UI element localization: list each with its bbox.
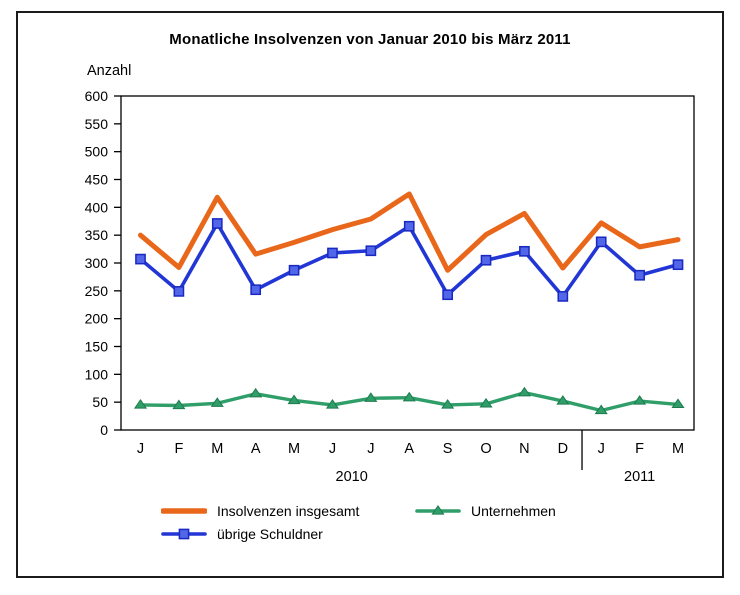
square-marker: [211, 218, 223, 229]
square-marker: [178, 528, 190, 540]
series-line-0: [138, 191, 681, 273]
y-tick-label: 500: [85, 144, 109, 160]
legend-item-unternehmen: Unternehmen: [415, 503, 556, 519]
y-tick-label: 250: [85, 283, 109, 299]
triangle-marker: [556, 395, 570, 405]
x-tick-label: F: [174, 441, 183, 457]
companies-line-swatch-icon: [415, 505, 461, 515]
triangle-marker: [287, 394, 301, 405]
y-tick-label: 600: [85, 88, 109, 104]
square-marker: [442, 289, 453, 301]
legend-item-uebrige-schuldner: übrige Schuldner: [161, 526, 415, 542]
square-marker: [327, 247, 338, 259]
y-tick-label: 400: [85, 199, 109, 215]
y-tick-label: 350: [85, 227, 109, 243]
y-tick-label: 550: [85, 116, 109, 132]
chart-legend: Insolvenzen insgesamt Unternehmen übrige…: [161, 503, 556, 542]
line-chart-plot: 0 50 100 150 200 250 300 350 400 450 500 550 600 J F M A…: [85, 88, 695, 485]
y-tick-label: 0: [100, 422, 108, 438]
y-tick-label: 450: [85, 172, 109, 188]
square-marker: [519, 245, 530, 257]
y-tick-label: 300: [85, 255, 109, 271]
legend-label-total: Insolvenzen insgesamt: [217, 503, 360, 519]
triangle-marker: [431, 505, 445, 515]
square-marker: [480, 254, 492, 266]
x-tick-label: M: [211, 441, 223, 457]
x-tick-label: F: [635, 441, 644, 457]
triangle-marker: [594, 404, 608, 415]
x-tick-label: N: [519, 441, 529, 457]
y-tick-label: 100: [85, 366, 109, 382]
triangle-marker: [479, 397, 493, 408]
square-marker: [250, 284, 262, 296]
triangle-marker: [402, 391, 416, 402]
total-line-swatch-icon: [161, 508, 207, 514]
triangle-marker: [133, 398, 148, 409]
triangle-marker: [325, 398, 340, 409]
square-marker: [634, 269, 645, 281]
y-tick-label: 50: [92, 394, 108, 410]
y-tick-label: 200: [85, 311, 109, 327]
triangle-marker: [172, 399, 186, 410]
debtors-line-swatch-icon: [161, 528, 207, 540]
plot-frame: [120, 95, 695, 431]
x-tick-label: J: [367, 441, 374, 457]
legend-label-companies: Unternehmen: [471, 503, 556, 519]
square-marker: [403, 220, 415, 232]
triangle-marker: [517, 386, 531, 397]
x-tick-label: S: [443, 441, 453, 457]
triangle-marker: [633, 395, 647, 405]
x-tick-label: D: [558, 441, 568, 457]
square-marker: [288, 264, 300, 276]
triangle-marker: [671, 398, 685, 409]
triangle-marker: [364, 392, 378, 402]
chart-title: Monatliche Insolvenzen von Januar 2010 b…: [169, 31, 571, 48]
x-tick-label: M: [672, 441, 684, 457]
triangle-marker: [249, 387, 263, 398]
legend-label-debtors: übrige Schuldner: [217, 526, 323, 542]
triangle-marker: [210, 397, 224, 407]
square-marker: [672, 259, 684, 271]
series-line-1: [138, 221, 680, 299]
legend-item-insolvenzen-insgesamt: Insolvenzen insgesamt: [161, 503, 415, 519]
year-label: 2010: [336, 469, 368, 485]
y-axis-title: Anzahl: [87, 63, 132, 79]
x-tick-label: J: [137, 441, 144, 457]
x-tick-label: J: [598, 441, 605, 457]
year-label: 2011: [624, 469, 655, 485]
x-tick-label: J: [329, 441, 336, 457]
square-marker: [557, 291, 569, 302]
square-marker: [365, 245, 377, 257]
triangle-marker: [441, 398, 455, 409]
square-marker: [173, 286, 185, 297]
x-tick-label: A: [251, 441, 261, 457]
x-tick-label: O: [480, 441, 491, 457]
y-tick-label: 150: [85, 339, 109, 355]
square-marker: [595, 236, 607, 248]
x-tick-label: M: [288, 441, 300, 457]
x-tick-label: A: [404, 441, 414, 457]
square-marker: [135, 253, 146, 265]
